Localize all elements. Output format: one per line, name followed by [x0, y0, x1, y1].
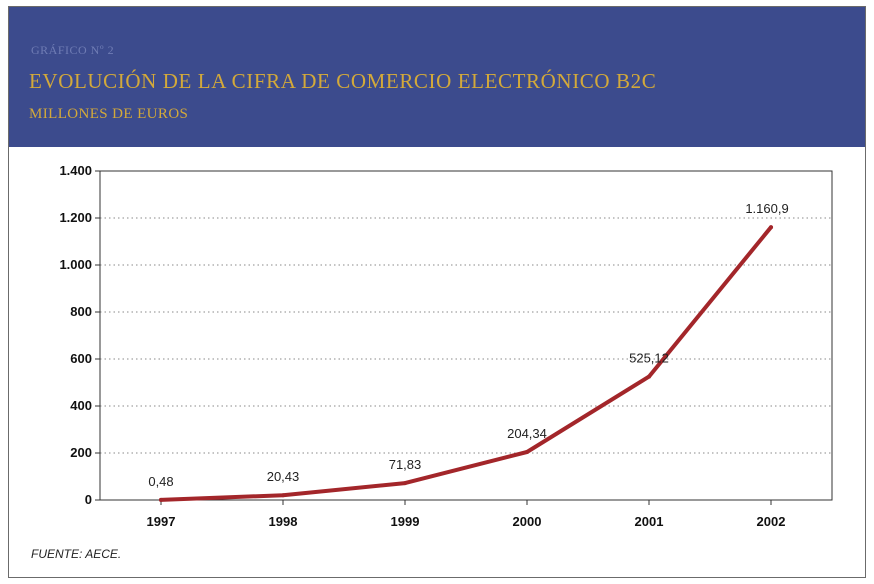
y-tick-label: 1.000 [59, 257, 92, 272]
y-tick-label: 400 [70, 398, 92, 413]
data-point [281, 493, 285, 498]
y-tick-label: 1.200 [59, 210, 92, 225]
data-label: 20,43 [267, 469, 300, 484]
grid-lines [100, 217, 832, 454]
x-tick-label: 2001 [635, 514, 664, 529]
x-tick-label: 1998 [269, 514, 298, 529]
data-label: 204,34 [507, 426, 547, 441]
series-line [159, 225, 773, 502]
x-tick-label: 2000 [513, 514, 542, 529]
data-point [769, 225, 773, 230]
data-point [647, 374, 651, 379]
x-tick-label: 1999 [391, 514, 420, 529]
data-label: 71,83 [389, 457, 422, 472]
chart-title: EVOLUCIÓN DE LA CIFRA DE COMERCIO ELECTR… [29, 69, 657, 93]
y-tick-label: 800 [70, 304, 92, 319]
data-points [159, 225, 773, 502]
y-axis-ticks: 0 200 400 600 800 1.000 1.200 1.400 [59, 163, 100, 507]
data-point [159, 497, 163, 502]
y-tick-label: 1.400 [59, 163, 92, 178]
y-tick-label: 200 [70, 445, 92, 460]
data-label: 525,12 [629, 351, 669, 366]
title-banner: GRÁFICO Nº 2 EVOLUCIÓN DE LA CIFRA DE CO… [9, 7, 865, 147]
y-tick-label: 0 [85, 492, 92, 507]
plot-area [99, 170, 833, 501]
chart-subtitle: MILLONES DE EUROS [29, 106, 189, 122]
data-point [403, 481, 407, 486]
data-label: 1.160,9 [745, 201, 788, 216]
y-tick-label: 600 [70, 351, 92, 366]
data-label: 0,48 [148, 474, 173, 489]
x-tick-label: 2002 [757, 514, 786, 529]
chart-frame: GRÁFICO Nº 2 EVOLUCIÓN DE LA CIFRA DE CO… [8, 6, 866, 578]
chart-number-label: GRÁFICO Nº 2 [31, 43, 115, 57]
x-axis-ticks: 1997 1998 1999 2000 2001 2002 [147, 500, 786, 529]
data-labels: 0,48 20,43 71,83 204,34 525,12 1.160,9 [148, 201, 788, 489]
x-tick-label: 1997 [147, 514, 176, 529]
data-point [525, 449, 529, 454]
source-note: FUENTE: AECE. [31, 547, 122, 561]
